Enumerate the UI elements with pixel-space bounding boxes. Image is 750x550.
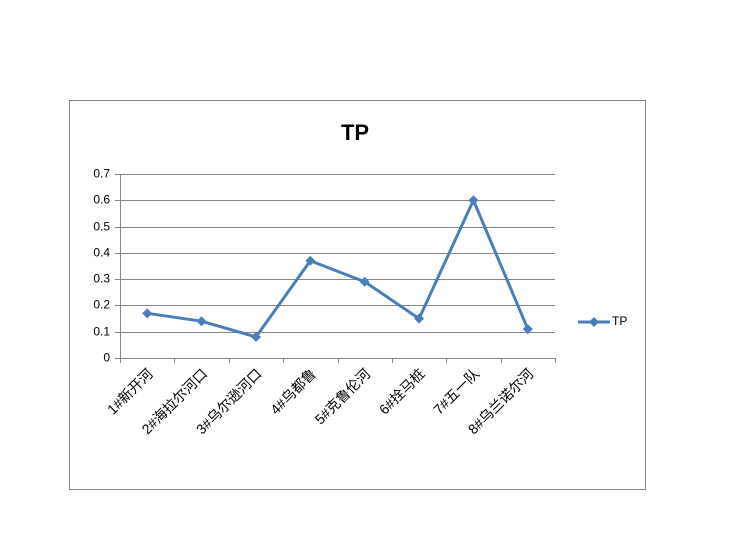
chart-frame xyxy=(69,100,646,490)
y-tick-label: 0.6 xyxy=(93,193,110,207)
point-marker xyxy=(250,331,261,342)
series-line xyxy=(146,198,530,339)
point-marker xyxy=(359,276,370,287)
y-tick-label: 0.1 xyxy=(93,325,110,339)
point-marker xyxy=(196,316,207,327)
point-marker xyxy=(142,308,153,319)
y-tick-label: 0.2 xyxy=(93,298,110,312)
point-marker xyxy=(305,255,316,266)
y-tick-label: 0 xyxy=(103,351,110,365)
y-tick-label: 0.3 xyxy=(93,272,110,286)
y-tick-label: 0.7 xyxy=(93,167,110,181)
chart-title: TP xyxy=(341,120,369,145)
y-tick-label: 0.4 xyxy=(93,246,110,260)
point-marker xyxy=(522,324,533,335)
point-marker xyxy=(468,195,479,206)
legend-label: TP xyxy=(612,314,627,328)
legend-marker xyxy=(589,317,599,327)
y-tick-label: 0.5 xyxy=(93,220,110,234)
point-marker xyxy=(414,313,425,324)
